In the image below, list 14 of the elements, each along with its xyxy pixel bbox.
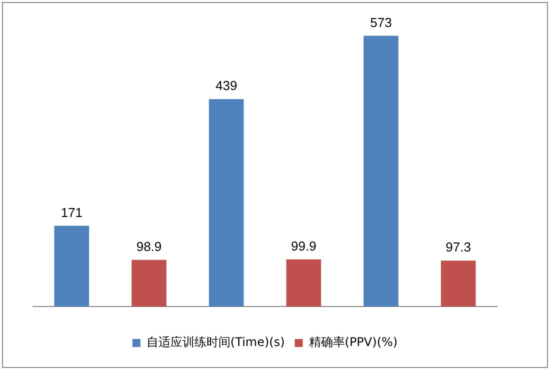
data-label: 98.9 [136, 238, 162, 254]
bar [440, 260, 476, 307]
bar [286, 259, 322, 307]
data-label: 97.3 [446, 240, 471, 255]
legend-label: 自适应训练时间(Time)(s) [146, 335, 285, 350]
bar [54, 226, 90, 307]
bar [208, 99, 244, 307]
data-label: 171 [60, 204, 83, 220]
data-label: 439 [215, 78, 238, 94]
bar [364, 36, 398, 307]
data-label: 573 [370, 14, 392, 30]
bar [132, 260, 166, 307]
data-label: 99.9 [291, 238, 316, 254]
legend-label: 精确率(PPV)(%) [308, 335, 398, 350]
